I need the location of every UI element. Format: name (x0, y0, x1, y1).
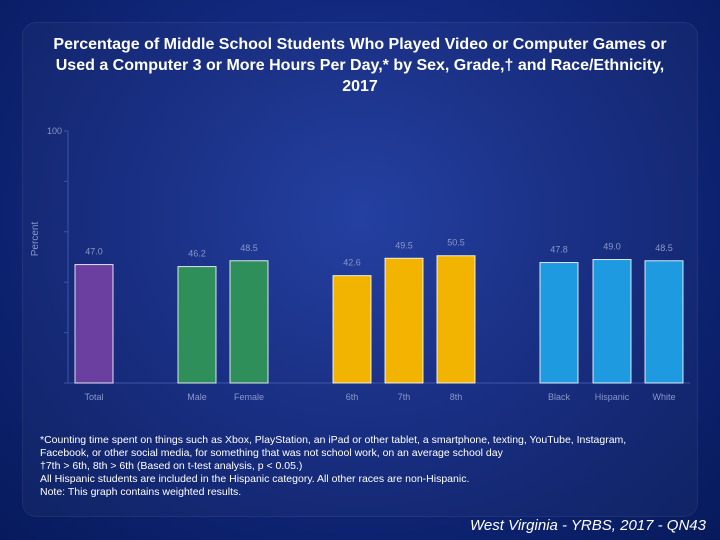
bar-hispanic (592, 259, 632, 384)
footnotes: *Counting time spent on things such as X… (40, 434, 690, 499)
x-tick-label: Black (548, 392, 571, 402)
y-axis-title: Percent (30, 222, 41, 257)
y-tick-label: 100 (47, 126, 62, 136)
footnote-line: †7th > 6th, 8th > 6th (Based on t-test a… (40, 460, 303, 472)
x-tick-label: Female (234, 392, 264, 402)
x-tick-label: 7th (398, 392, 411, 402)
footnote-line: Facebook, or other social media, for som… (40, 447, 503, 459)
source-label: West Virginia - YRBS, 2017 - QN43 (470, 517, 706, 534)
data-label: 50.5 (447, 238, 465, 248)
x-tick-label: 8th (450, 392, 463, 402)
footnote-line: Note: This graph contains weighted resul… (40, 486, 242, 498)
footnote-line: All Hispanic students are included in th… (40, 473, 470, 485)
bar-male (177, 266, 217, 384)
bar-6th (332, 275, 372, 384)
data-label: 47.8 (550, 245, 568, 255)
bar-black (539, 262, 579, 384)
data-label: 48.5 (240, 243, 258, 253)
x-tick-label: White (652, 392, 675, 402)
data-label: 47.0 (85, 247, 103, 257)
bar-total (74, 264, 114, 384)
footnote-line: *Counting time spent on things such as X… (40, 434, 627, 446)
data-label: 46.2 (188, 249, 206, 259)
data-label: 49.0 (603, 242, 621, 252)
x-tick-label: 6th (346, 392, 359, 402)
bar-white (644, 260, 684, 384)
data-label: 42.6 (343, 258, 361, 268)
x-tick-label: Total (84, 392, 103, 402)
x-tick-label: Male (187, 392, 207, 402)
x-tick-label: Hispanic (595, 392, 630, 402)
bar-7th (384, 257, 424, 384)
bar-8th (436, 255, 476, 384)
bar-female (229, 260, 269, 384)
chart-title: Percentage of Middle School Students Who… (53, 36, 667, 95)
data-label: 49.5 (395, 240, 413, 250)
data-label: 48.5 (655, 243, 673, 253)
